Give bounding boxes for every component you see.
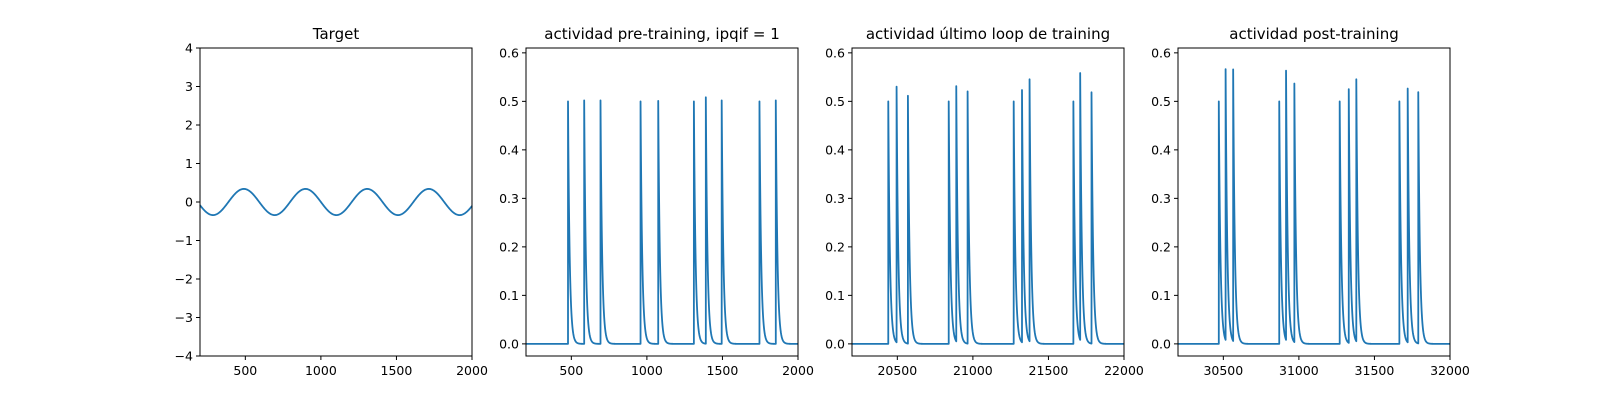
series-line — [1177, 68, 1451, 345]
x-tick-label: 21500 — [1029, 363, 1069, 378]
subplot-2: actividad pre-training, ipqif = 1 500 1000… — [499, 25, 814, 378]
x-tick-label: 20500 — [877, 363, 917, 378]
x-tick-label: 1000 — [631, 363, 663, 378]
y-tick-label: 0.6 — [499, 45, 519, 60]
y-tick-label: 0.0 — [1151, 336, 1171, 351]
y-tick-label: −3 — [175, 310, 193, 325]
subplot-title: actividad último loop de training — [866, 25, 1110, 43]
subplot-title: Target — [312, 25, 360, 43]
y-tick-label: −4 — [175, 349, 193, 364]
series-line — [199, 188, 473, 216]
x-tick-label: 22000 — [1104, 363, 1144, 378]
axes-frame — [851, 47, 1125, 357]
x-tick-label: 2000 — [456, 363, 488, 378]
y-tick-label: 0.5 — [1151, 94, 1171, 109]
axes-frame — [525, 47, 799, 357]
x-tick-label: 2000 — [782, 363, 814, 378]
subplot-4: actividad post-training 30500 31000 31500 32… — [1151, 25, 1470, 378]
x-tick-label: 1000 — [305, 363, 337, 378]
subplot-title: actividad pre-training, ipqif = 1 — [544, 25, 780, 43]
y-tick-label: 0.0 — [825, 336, 845, 351]
y-tick-label: 0 — [185, 195, 193, 210]
y-tick-label: 0.1 — [1151, 288, 1171, 303]
x-tick-label: 500 — [233, 363, 257, 378]
y-tick-label: 0.2 — [825, 239, 845, 254]
subplot-3: actividad último loop de training 20500 21… — [825, 25, 1144, 378]
subplot-title: actividad post-training — [1229, 25, 1398, 43]
y-tick-label: 0.2 — [499, 239, 519, 254]
x-tick-label: 31000 — [1279, 363, 1319, 378]
y-tick-label: 0.5 — [499, 94, 519, 109]
x-tick-label: 500 — [559, 363, 583, 378]
y-tick-label: 0.1 — [825, 288, 845, 303]
x-tick-label: 1500 — [707, 363, 739, 378]
y-tick-label: 0.0 — [499, 336, 519, 351]
x-tick-label: 32000 — [1430, 363, 1470, 378]
x-tick-label: 30500 — [1203, 363, 1243, 378]
y-tick-label: 0.3 — [825, 191, 845, 206]
y-tick-label: 0.4 — [825, 142, 845, 157]
subplot-1: Target 500 1000 1500 2000 −4 −3 −2 −1 0 1 2 3 4 — [175, 25, 488, 378]
y-tick-label: 0.3 — [499, 191, 519, 206]
y-tick-label: 1 — [185, 156, 193, 171]
y-tick-label: 0.4 — [1151, 142, 1171, 157]
y-tick-label: 0.1 — [499, 288, 519, 303]
y-tick-label: −1 — [175, 233, 193, 248]
series-line — [851, 72, 1125, 345]
x-tick-label: 1500 — [381, 363, 413, 378]
y-tick-label: 0.6 — [1151, 45, 1171, 60]
x-tick-label: 21000 — [953, 363, 993, 378]
axes-frame — [1177, 47, 1451, 357]
y-tick-label: −2 — [175, 272, 193, 287]
y-tick-label: 0.6 — [825, 45, 845, 60]
y-tick-label: 2 — [185, 118, 193, 133]
y-tick-label: 0.3 — [1151, 191, 1171, 206]
y-tick-label: 0.2 — [1151, 239, 1171, 254]
y-tick-label: 0.5 — [825, 94, 845, 109]
x-tick-label: 31500 — [1355, 363, 1395, 378]
y-tick-label: 0.4 — [499, 142, 519, 157]
series-line — [525, 96, 799, 345]
y-tick-label: 4 — [185, 41, 193, 56]
y-tick-label: 3 — [185, 79, 193, 94]
